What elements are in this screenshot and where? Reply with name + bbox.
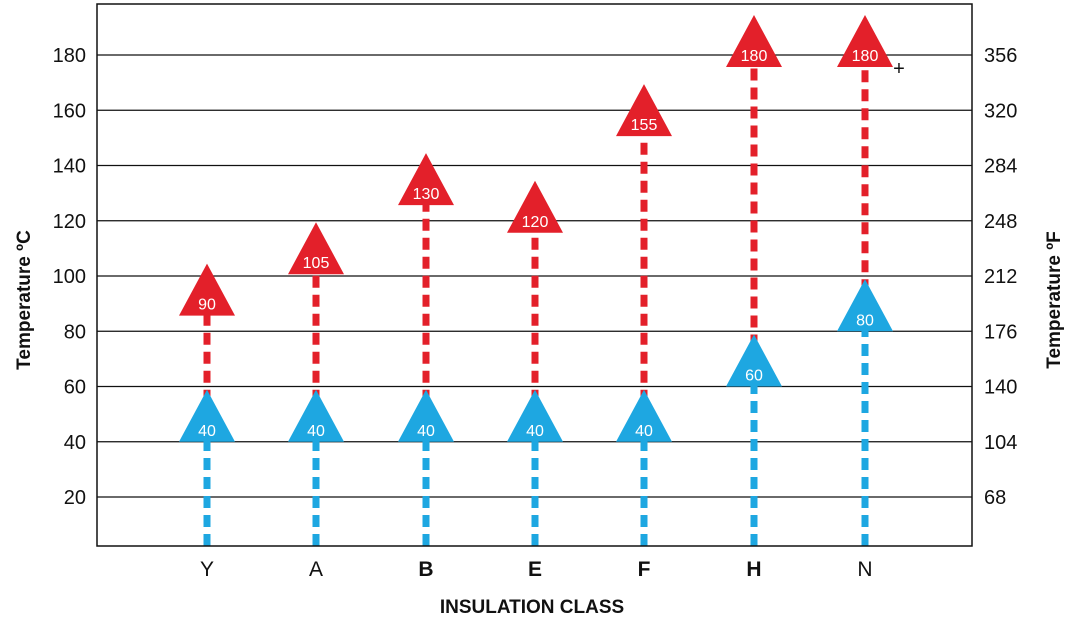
right-tick-label: 104 [984, 432, 1017, 454]
category-label: N [857, 558, 872, 581]
right-tick-label: 176 [984, 321, 1017, 343]
left-tick-label: 120 [53, 211, 86, 233]
red-marker [837, 15, 893, 67]
left-axis-ticks: 20 40 60 80 100 120 140 160 180 [53, 45, 86, 509]
plus-annotation: + [893, 58, 905, 80]
red-marker-label: 180 [852, 48, 879, 65]
blue-marker-label: 40 [417, 423, 435, 440]
right-tick-label: 68 [984, 487, 1006, 509]
blue-marker [837, 279, 893, 332]
blue-marker [398, 389, 454, 442]
red-marker-label: 155 [631, 117, 658, 134]
plot-frame [96, 3, 973, 547]
category-label: F [638, 558, 651, 581]
category-label: H [746, 558, 761, 581]
right-tick-label: 356 [984, 45, 1017, 67]
category-label: Y [200, 558, 214, 581]
temperature-markers: 40 90 40 105 40 130 40 120 40 155 60 180 80 180 + [179, 15, 905, 442]
blue-marker-label: 80 [856, 312, 874, 329]
red-marker-label: 130 [413, 186, 440, 203]
left-tick-label: 60 [64, 377, 86, 399]
right-tick-label: 212 [984, 266, 1017, 288]
category-label: A [309, 558, 323, 581]
left-tick-label: 160 [53, 100, 86, 122]
y-axis-title-right: Temperature ºF [1044, 231, 1065, 369]
blue-marker [288, 389, 344, 442]
right-axis-ticks: 68 104 140 176 212 248 284 320 356 [984, 45, 1017, 509]
red-marker [726, 15, 782, 67]
red-marker-label: 90 [198, 297, 216, 314]
left-tick-label: 20 [64, 487, 86, 509]
x-axis-title: INSULATION CLASS [440, 597, 624, 618]
red-marker [398, 153, 454, 206]
right-tick-label: 140 [984, 377, 1017, 399]
red-marker-label: 120 [522, 214, 549, 231]
blue-marker [616, 389, 672, 442]
left-tick-label: 140 [53, 156, 86, 178]
left-tick-label: 80 [64, 321, 86, 343]
red-marker [507, 180, 563, 233]
left-tick-label: 100 [53, 266, 86, 288]
red-marker [616, 84, 672, 137]
red-marker [179, 263, 235, 316]
right-tick-label: 248 [984, 211, 1017, 233]
blue-marker [179, 389, 235, 442]
category-label: B [418, 558, 433, 581]
blue-marker-label: 60 [745, 368, 763, 385]
blue-marker [507, 389, 563, 442]
right-tick-label: 320 [984, 100, 1017, 122]
blue-marker-label: 40 [307, 423, 325, 440]
blue-marker [726, 334, 782, 387]
blue-marker-label: 40 [526, 423, 544, 440]
red-marker [288, 222, 344, 275]
blue-marker-label: 40 [635, 423, 653, 440]
left-tick-label: 40 [64, 432, 86, 454]
left-tick-label: 180 [53, 45, 86, 67]
category-label: E [528, 558, 542, 581]
blue-marker-label: 40 [198, 423, 216, 440]
red-marker-label: 180 [741, 48, 768, 65]
red-marker-label: 105 [303, 255, 330, 272]
right-tick-label: 284 [984, 156, 1017, 178]
temperature-stems [203, 47, 869, 546]
y-axis-title-left: Temperature ºC [14, 230, 35, 370]
